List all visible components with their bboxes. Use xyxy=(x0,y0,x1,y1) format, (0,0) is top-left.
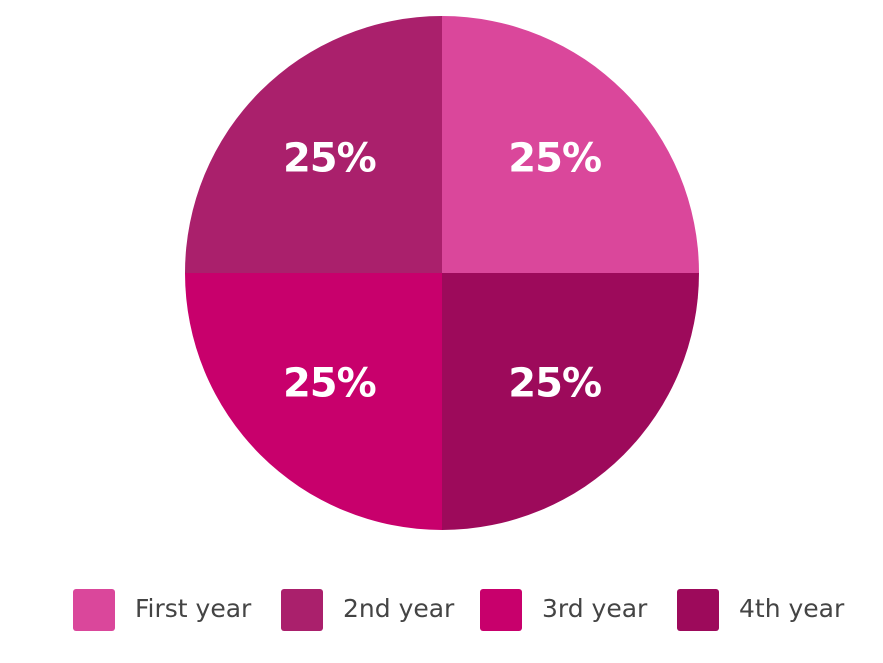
legend-label: 2nd year xyxy=(343,594,455,623)
legend-swatch xyxy=(480,589,522,631)
value-label: 25% xyxy=(508,361,601,407)
value-label: 25% xyxy=(283,135,376,181)
pie-slice xyxy=(185,16,442,273)
legend-label: First year xyxy=(135,594,252,623)
legend-swatch xyxy=(73,589,115,631)
value-label: 25% xyxy=(283,361,376,407)
legend-label: 4th year xyxy=(739,594,845,623)
legend-label: 3rd year xyxy=(542,594,648,623)
value-label: 25% xyxy=(508,135,601,181)
pie-slice xyxy=(442,16,699,273)
pie-slice xyxy=(442,273,699,530)
legend-swatch xyxy=(281,589,323,631)
pie-slice xyxy=(185,273,442,530)
legend-swatch xyxy=(677,589,719,631)
